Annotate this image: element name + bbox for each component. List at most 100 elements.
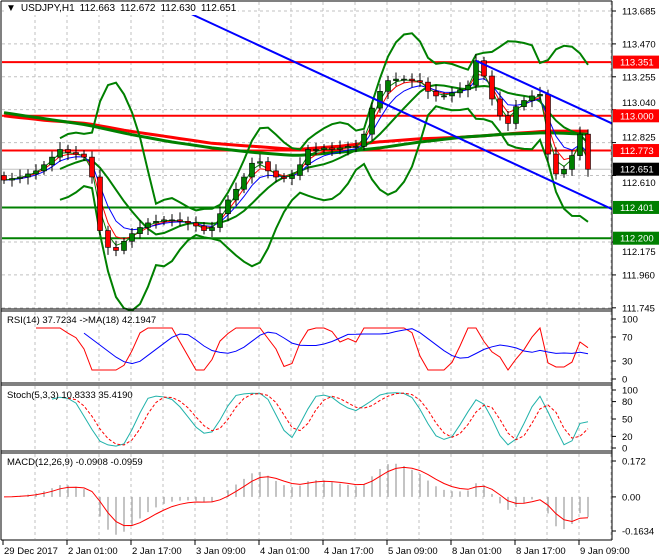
candle-body — [265, 161, 271, 172]
candle-body — [25, 173, 31, 178]
candle-body — [465, 84, 471, 91]
low-value: 112.630 — [160, 3, 196, 14]
stoch-d-line — [67, 392, 589, 446]
level-price-label: 112.773 — [620, 146, 654, 157]
candle-body — [297, 164, 303, 176]
time-tick-label: 5 Jan 09:00 — [388, 546, 438, 557]
stoch-tick-label: 50 — [622, 415, 633, 426]
stoch-tick-label: 0 — [622, 444, 627, 455]
level-price-label: 113.351 — [620, 58, 654, 69]
candle-body — [193, 222, 199, 227]
candle-body — [73, 152, 79, 155]
macd-panel[interactable]: 0.172 0.00 -0.1634 — [3, 457, 654, 538]
candle-body — [569, 155, 575, 170]
candle-body — [521, 100, 527, 107]
level-price-tag — [613, 144, 659, 158]
candle-body — [497, 98, 503, 117]
candle-body — [489, 75, 495, 100]
stoch-k-line — [51, 392, 589, 447]
candle-body — [393, 78, 399, 81]
rsi-panel[interactable]: 100 70 30 0 — [36, 315, 638, 386]
price-tick-label: 113.470 — [622, 39, 656, 50]
candle-body — [257, 161, 263, 164]
time-tick-label: 4 Jan 01:00 — [260, 546, 310, 557]
candle-body — [313, 149, 319, 151]
candle-body — [361, 133, 367, 147]
candle-body — [89, 156, 95, 178]
candle-body — [529, 95, 535, 101]
candle-body — [145, 222, 151, 228]
rsi-tick-label: 0 — [622, 375, 627, 386]
candle-body — [385, 80, 391, 92]
time-tick-label: 29 Dec 2017 — [4, 546, 58, 557]
time-tick-label: 2 Jan 17:00 — [132, 546, 182, 557]
level-price-label: 112.200 — [620, 234, 654, 245]
candle-body — [129, 233, 135, 242]
candle-body — [233, 188, 239, 201]
candle-body — [49, 156, 55, 166]
candle-body — [241, 176, 247, 190]
candle-body — [9, 178, 15, 181]
rsi-line — [36, 326, 589, 371]
price-tick-label: 113.040 — [622, 98, 656, 109]
candle-body — [113, 247, 119, 251]
candle-body — [577, 133, 583, 156]
time-tick-label: 4 Jan 17:00 — [324, 546, 374, 557]
symbol-label: USDJPY,H1 — [20, 3, 75, 14]
rsi-tick-label: 100 — [622, 315, 638, 326]
price-tick-label: 112.175 — [622, 247, 656, 258]
level-price-tag — [613, 200, 659, 214]
candle-body — [449, 92, 455, 97]
candle-body — [585, 133, 591, 170]
candle-body — [433, 91, 439, 97]
candle-body — [305, 149, 311, 166]
macd-tick-label: -0.1634 — [622, 527, 654, 538]
price-tick-label: 113.255 — [622, 72, 656, 83]
candle-body — [201, 225, 207, 231]
candle-body — [481, 60, 487, 77]
candle-body — [289, 175, 295, 179]
candle-body — [321, 147, 327, 150]
price-tick-label: 111.960 — [622, 270, 655, 281]
candle-body — [505, 115, 511, 124]
trendline — [184, 10, 613, 211]
candle-body — [65, 149, 71, 153]
macd-tick-label: 0.00 — [622, 492, 641, 503]
candle-body — [345, 146, 351, 149]
candle-body — [409, 78, 415, 81]
candle-body — [185, 221, 191, 224]
close-value: 112.651 — [200, 3, 237, 14]
candle-body — [353, 146, 359, 148]
candle-body — [33, 170, 39, 175]
time-tick-label: 8 Jan 17:00 — [516, 546, 566, 557]
candle-body — [57, 149, 63, 158]
candle-body — [369, 107, 375, 135]
candle-body — [441, 95, 447, 98]
level-price-tag — [613, 109, 659, 123]
time-tick-label: 8 Jan 01:00 — [452, 546, 502, 557]
time-axis: 29 Dec 2017 2 Jan 01:00 2 Jan 17:00 3 Jan 0… — [2, 540, 630, 557]
stoch-tick-label: 20 — [622, 432, 633, 443]
level-price-tag — [613, 55, 659, 69]
dropdown-triangle-icon[interactable]: ▼ — [6, 3, 16, 14]
trendline — [475, 59, 613, 125]
candle-body — [537, 94, 543, 97]
candle-body — [249, 162, 255, 178]
price-tick-label: 112.825 — [622, 133, 656, 144]
price-tick-label: 113.685 — [622, 7, 656, 18]
price-plot[interactable] — [1, 10, 613, 312]
panel-frames — [0, 0, 613, 541]
macd-tick-label: 0.172 — [622, 457, 646, 468]
current-price-tag — [613, 162, 659, 176]
level-price-label: 112.401 — [620, 203, 654, 214]
bollinger-lower-band — [59, 105, 589, 312]
grid — [2, 2, 612, 539]
rsi-ma-line — [83, 328, 589, 365]
candle-body — [561, 169, 567, 175]
price-axis: 113.685 113.470 113.255 113.040 112.825 112.6… — [612, 7, 659, 314]
price-tick-label: 111.745 — [622, 303, 655, 314]
candle-body — [169, 219, 175, 222]
time-tick-label: 3 Jan 09:00 — [196, 546, 246, 557]
